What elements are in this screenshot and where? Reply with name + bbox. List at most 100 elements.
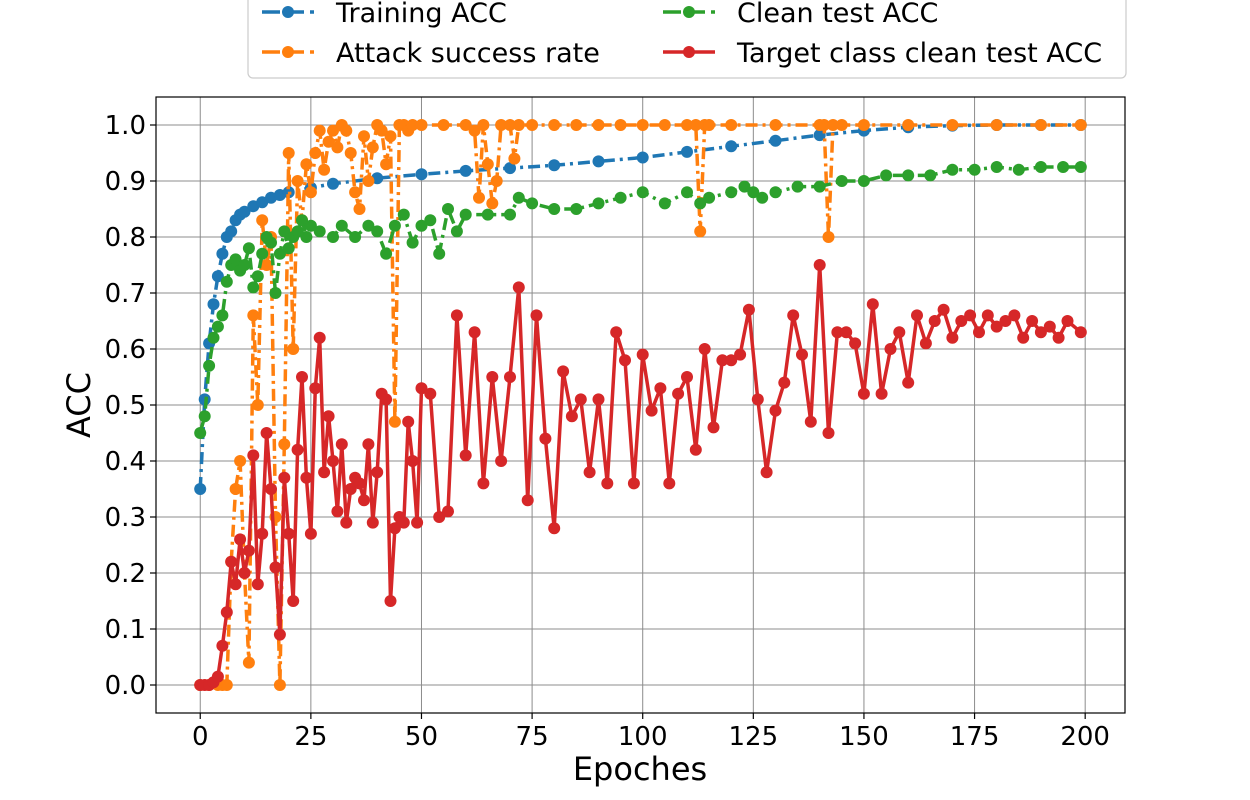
legend-label: Attack success rate bbox=[336, 38, 600, 69]
data-point bbox=[570, 203, 583, 215]
data-point bbox=[716, 354, 729, 367]
data-point bbox=[331, 141, 344, 154]
data-point bbox=[247, 309, 260, 322]
data-point bbox=[273, 679, 286, 691]
data-point bbox=[1052, 331, 1065, 344]
data-point bbox=[804, 415, 817, 428]
data-point bbox=[725, 140, 738, 153]
data-point bbox=[327, 231, 339, 243]
data-point bbox=[880, 169, 893, 182]
data-point bbox=[229, 253, 242, 266]
data-point bbox=[911, 309, 923, 322]
data-point bbox=[827, 119, 839, 131]
data-point bbox=[207, 331, 220, 344]
data-point bbox=[486, 197, 499, 210]
data-point bbox=[411, 516, 424, 529]
data-point bbox=[601, 477, 614, 490]
data-point bbox=[703, 119, 716, 131]
data-point bbox=[371, 466, 384, 479]
data-point bbox=[291, 443, 304, 456]
series-1 bbox=[194, 119, 1087, 691]
data-point bbox=[198, 410, 211, 423]
data-point bbox=[1057, 161, 1070, 173]
data-point bbox=[362, 219, 375, 232]
data-point bbox=[703, 191, 716, 204]
data-point bbox=[570, 119, 583, 131]
y-tick-label: 1.0 bbox=[105, 111, 146, 141]
data-point bbox=[225, 225, 238, 238]
data-point bbox=[247, 281, 260, 294]
data-point bbox=[397, 208, 410, 221]
data-point bbox=[946, 331, 959, 344]
x-tick-label: 75 bbox=[516, 722, 549, 752]
data-point bbox=[1008, 309, 1021, 322]
data-point bbox=[260, 427, 273, 439]
data-point bbox=[928, 315, 941, 327]
data-point bbox=[442, 505, 454, 518]
data-point bbox=[327, 124, 339, 137]
data-point bbox=[322, 410, 335, 423]
data-point bbox=[291, 175, 304, 187]
data-point bbox=[265, 236, 277, 249]
data-point bbox=[473, 191, 485, 204]
data-point bbox=[504, 119, 516, 131]
data-point bbox=[990, 161, 1003, 173]
data-point bbox=[380, 393, 393, 406]
data-point bbox=[893, 326, 906, 339]
data-point bbox=[1074, 326, 1087, 339]
data-point bbox=[366, 516, 379, 529]
data-point bbox=[526, 197, 539, 210]
data-point bbox=[504, 208, 516, 221]
data-point bbox=[322, 135, 335, 148]
data-point bbox=[340, 516, 353, 529]
x-tick-label: 100 bbox=[618, 722, 668, 752]
data-point bbox=[504, 371, 516, 383]
data-point bbox=[999, 315, 1012, 327]
data-point bbox=[238, 205, 251, 218]
legend-marker bbox=[683, 46, 695, 58]
data-point bbox=[627, 477, 640, 490]
data-point bbox=[207, 298, 220, 311]
data-point bbox=[335, 438, 348, 451]
data-point bbox=[902, 376, 915, 389]
data-point bbox=[1026, 315, 1039, 327]
data-point bbox=[751, 393, 764, 406]
data-point bbox=[388, 415, 401, 428]
data-point bbox=[592, 393, 605, 406]
data-point bbox=[530, 309, 543, 322]
data-point bbox=[415, 168, 428, 181]
legend-item: Target class clean test ACC bbox=[663, 38, 1102, 69]
x-tick-label: 200 bbox=[1060, 722, 1110, 752]
legend-marker bbox=[683, 6, 695, 18]
data-point bbox=[216, 247, 229, 260]
data-point bbox=[287, 595, 300, 607]
data-point bbox=[256, 214, 269, 227]
legend-label: Training ACC bbox=[335, 0, 507, 29]
data-point bbox=[521, 494, 534, 507]
data-point bbox=[778, 376, 791, 389]
data-point bbox=[424, 387, 437, 400]
data-point bbox=[565, 410, 578, 423]
y-tick-label: 0.3 bbox=[105, 503, 146, 533]
data-point bbox=[681, 186, 693, 199]
data-point bbox=[468, 326, 481, 339]
data-point bbox=[512, 119, 525, 131]
data-point bbox=[902, 169, 915, 182]
data-point bbox=[234, 533, 247, 546]
data-point bbox=[362, 175, 375, 187]
y-tick-label: 0.9 bbox=[105, 167, 146, 197]
legend-item: Clean test ACC bbox=[663, 0, 938, 29]
data-point bbox=[331, 505, 344, 518]
data-point bbox=[380, 158, 393, 171]
data-point bbox=[256, 527, 269, 540]
data-point bbox=[220, 606, 233, 619]
data-point bbox=[304, 219, 317, 232]
data-point bbox=[318, 163, 331, 176]
y-tick-label: 0.7 bbox=[105, 279, 146, 309]
data-point bbox=[282, 242, 295, 255]
data-point bbox=[481, 208, 494, 221]
data-point bbox=[955, 315, 968, 327]
data-point bbox=[229, 483, 242, 495]
data-point bbox=[384, 595, 397, 607]
